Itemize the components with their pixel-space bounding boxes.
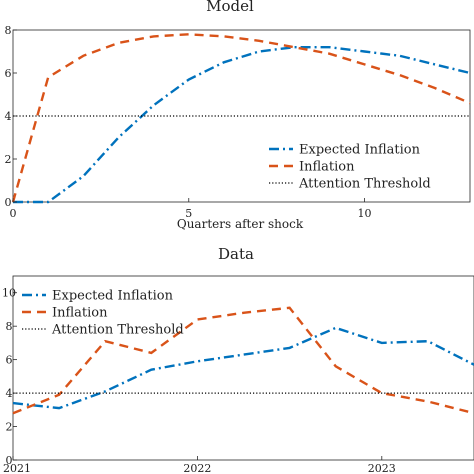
x-axis-label: Quarters after shock: [177, 217, 304, 231]
model-panel: Model 0 2 4 6 8 0 5 10 Quarters after shock Exp…: [5, 0, 471, 231]
y-tick-label: 8: [5, 24, 12, 37]
y-tick-label: 2: [6, 421, 13, 434]
y-tick-label: 0: [6, 454, 13, 467]
legend-entry: Inflation: [52, 306, 108, 321]
legend-entry: Attention Threshold: [298, 177, 431, 192]
tick-layer: 0 2 4 6 8 10 2021 2022 2023: [2, 287, 396, 474]
x-tick-label: 2022: [183, 462, 211, 474]
series-line: [12, 326, 474, 410]
series-line: [13, 46, 471, 204]
plot-area-frame: [12, 275, 474, 461]
y-tick-label: 6: [6, 354, 13, 367]
x-tick-label: 2023: [368, 462, 396, 474]
y-tick-label: 2: [5, 153, 12, 166]
y-tick-label: 4: [5, 110, 12, 123]
legend-entry: Expected Inflation: [52, 289, 174, 304]
y-tick-label: 0: [5, 196, 12, 209]
data-layer: [11, 33, 471, 204]
x-tick-label: 2021: [3, 462, 31, 474]
y-tick-label: 10: [2, 287, 16, 300]
chart-title: Data: [218, 245, 254, 263]
legend-entry: Attention Threshold: [51, 323, 184, 338]
y-tick-label: 6: [5, 67, 12, 80]
tick-layer: 0 2 4 6 8 0 5 10: [5, 24, 372, 220]
data-panel: Data 0 2 4 6 8 10 2021 2022 2023 Expected Inflat…: [2, 245, 474, 474]
legend-entry: Inflation: [299, 160, 355, 175]
x-tick-label: 0: [10, 207, 17, 220]
legend: Expected Inflation Inflation Attention Thr…: [265, 140, 463, 196]
legend-box: [265, 140, 463, 196]
series-line: [11, 33, 471, 203]
legend: Expected Inflation Inflation Attention Thr…: [22, 289, 184, 338]
x-tick-label: 5: [185, 207, 192, 220]
chart-title: Model: [206, 0, 254, 15]
x-tick-label: 10: [358, 207, 372, 220]
y-tick-label: 4: [6, 387, 13, 400]
series-line: [12, 306, 474, 415]
legend-entry: Expected Inflation: [299, 143, 421, 158]
y-tick-label: 8: [6, 320, 13, 333]
data-layer: [12, 306, 474, 415]
